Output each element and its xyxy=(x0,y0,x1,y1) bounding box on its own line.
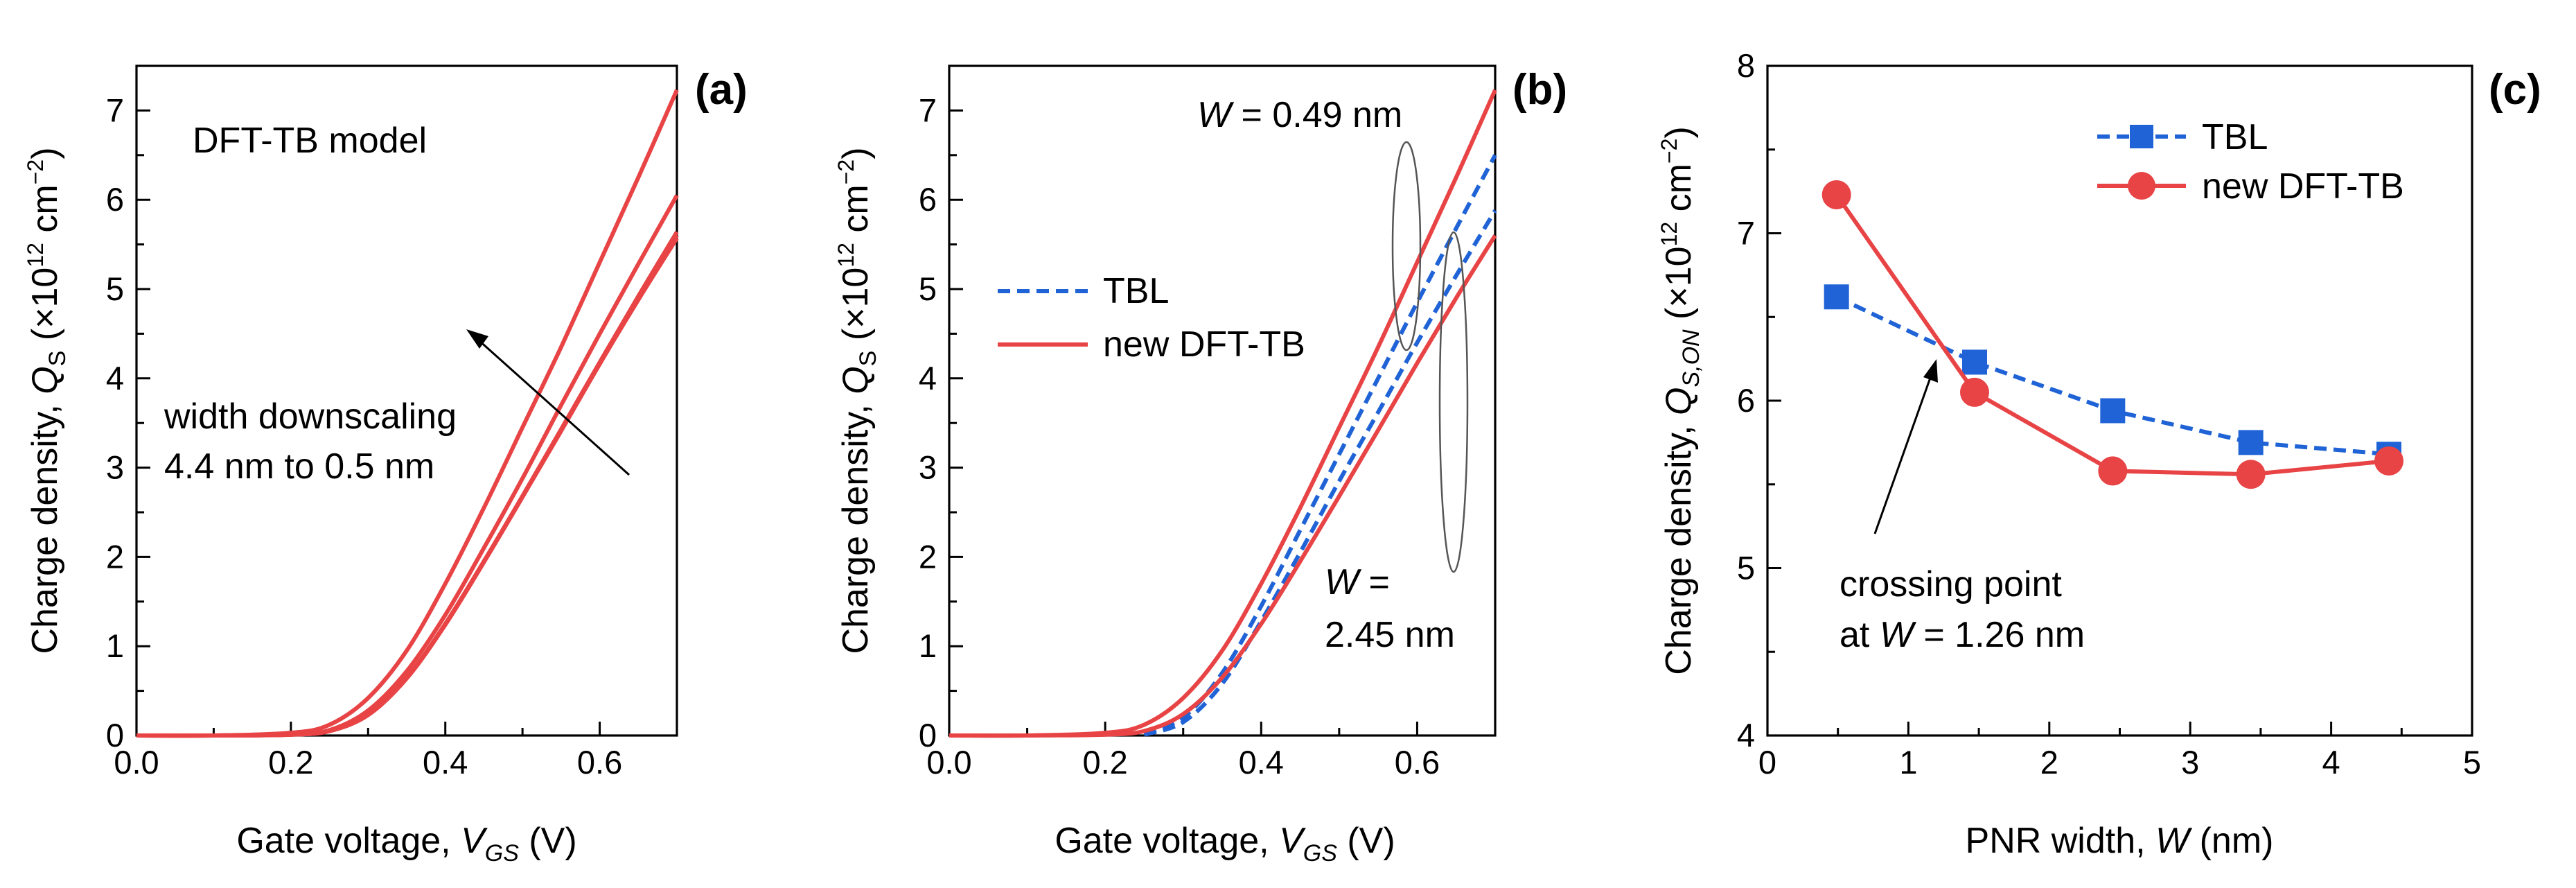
trend-arrow-line xyxy=(477,338,630,476)
legend-c: TBL new DFT-TB xyxy=(2097,117,2404,207)
x-tick-label-c: 4 xyxy=(2322,744,2340,781)
y-tick-label-b: 1 xyxy=(919,627,937,664)
y-tick-label-b: 3 xyxy=(919,449,937,486)
data-point-circle xyxy=(2236,460,2266,489)
series-line-a-4 xyxy=(136,231,679,738)
y-tick-label-a: 2 xyxy=(106,538,124,575)
x-tick-label-a: 0.4 xyxy=(423,744,468,781)
series-line-c-1 xyxy=(1835,193,2390,477)
crossing-arrow-head xyxy=(1923,359,1938,383)
w-large-value: 2.45 nm xyxy=(1325,615,1455,655)
panel-label-a: (a) xyxy=(695,66,748,114)
y-tick-label-a: 4 xyxy=(106,360,124,397)
series-line-a-3 xyxy=(136,237,679,738)
trend-annotation-line2: 4.4 nm to 0.5 nm xyxy=(164,446,434,487)
x-tick-label-c: 1 xyxy=(1899,744,1917,781)
plot-frame-a xyxy=(135,64,678,737)
crossing-annotation-line2: at W = 1.26 nm xyxy=(1840,615,2085,655)
y-tick-label-c: 8 xyxy=(1737,47,1755,84)
x-tick-label-a: 0.0 xyxy=(114,744,159,781)
ticks-a xyxy=(135,64,678,737)
x-tick-label-c: 0 xyxy=(1758,744,1776,781)
data-point-square xyxy=(2100,398,2126,424)
data-point-circle xyxy=(2374,446,2403,476)
labels-c: 0 1 2 3 4 5 4 5 6 7 8 xyxy=(1737,47,2481,781)
y-tick-label-a: 6 xyxy=(106,181,124,218)
y-tick-label-a: 5 xyxy=(106,270,124,307)
y-tick-label-b: 2 xyxy=(919,538,937,575)
x-tick-label-b: 0.4 xyxy=(1239,744,1284,781)
trend-annotation-line1: width downscaling xyxy=(164,397,457,437)
y-tick-label-a: 3 xyxy=(106,449,124,486)
x-tick-label-c: 3 xyxy=(2181,744,2199,781)
y-tick-label-c: 5 xyxy=(1737,550,1755,586)
w-small-annotation: W = 0.49 nm xyxy=(1197,95,1402,135)
y-tick-label-a: 0 xyxy=(106,717,124,754)
x-axis-label-c: PNR width, W (nm) xyxy=(1966,821,2274,861)
legend-marker-circle xyxy=(2128,172,2155,200)
y-tick-label-c: 4 xyxy=(1737,717,1755,754)
ticks-c xyxy=(1766,64,2473,737)
w-large-annotation: W = xyxy=(1325,562,1390,602)
x-tick-label-c: 2 xyxy=(2040,744,2058,781)
y-tick-label-c: 6 xyxy=(1737,382,1755,419)
panel-a: 0.0 0.2 0.4 0.6 0 1 2 3 4 5 6 7 Gate voltage, VGS (… xyxy=(23,64,748,867)
x-tick-label-b: 0.0 xyxy=(926,744,971,781)
y-tick-label-b: 5 xyxy=(919,270,937,307)
panel-label-c: (c) xyxy=(2489,66,2541,114)
x-tick-label-a: 0.6 xyxy=(577,744,622,781)
panel-b: 0.0 0.2 0.4 0.6 0 1 2 3 4 5 6 7 Gate voltage, VGS (… xyxy=(833,64,1567,867)
crossing-annotation-line1: crossing point xyxy=(1840,564,2062,604)
panel-c: 0 1 2 3 4 5 4 5 6 7 8 PNR width, W (nm) Charge den… xyxy=(1657,47,2541,861)
data-point-square xyxy=(1824,284,1849,310)
x-axis-label-a: Gate voltage, VGS (V) xyxy=(236,821,576,867)
x-axis-label-b: Gate voltage, VGS (V) xyxy=(1055,821,1395,867)
series-line-b-3 xyxy=(949,234,1497,738)
series-group-c xyxy=(1821,180,2403,489)
x-tick-label-a: 0.2 xyxy=(268,744,313,781)
y-tick-label-b: 7 xyxy=(919,92,937,128)
y-tick-label-b: 6 xyxy=(919,181,937,218)
y-tick-label-a: 1 xyxy=(106,627,124,664)
legend-label-dft-c: new DFT-TB xyxy=(2202,166,2404,207)
y-tick-label-b: 4 xyxy=(919,360,937,397)
legend-label-tbl-c: TBL xyxy=(2202,117,2268,157)
plot-frame-b xyxy=(948,64,1497,737)
y-axis-label-a: Charge density, QS (×1012 cm−2) xyxy=(23,147,71,654)
x-tick-label-b: 0.6 xyxy=(1395,744,1440,781)
series-line-c-0 xyxy=(1835,295,2390,457)
legend-label-dft: new DFT-TB xyxy=(1103,324,1305,365)
y-tick-label-a: 7 xyxy=(106,92,124,128)
ellipse-large-w xyxy=(1438,231,1469,573)
data-point-circle xyxy=(1821,180,1851,209)
x-tick-label-c: 5 xyxy=(2463,744,2481,781)
y-axis-label-b: Charge density, QS (×1012 cm−2) xyxy=(833,147,881,654)
legend-marker-square xyxy=(2130,125,2153,148)
ellipse-small-w xyxy=(1391,141,1422,351)
data-point-circle xyxy=(2098,456,2128,486)
labels-b: 0.0 0.2 0.4 0.6 0 1 2 3 4 5 6 7 xyxy=(919,92,1440,781)
x-tick-label-b: 0.2 xyxy=(1082,744,1127,781)
ticks-b xyxy=(948,64,1497,737)
trend-arrow-head xyxy=(466,329,488,349)
data-point-circle xyxy=(1959,377,1989,407)
model-annotation: DFT-TB model xyxy=(193,121,427,161)
legend-label-tbl: TBL xyxy=(1103,271,1169,311)
data-point-square xyxy=(2238,430,2264,455)
y-axis-label-c: Charge density, QS,ON (×1012 cm−2) xyxy=(1657,126,1704,675)
y-tick-label-c: 7 xyxy=(1737,215,1755,252)
labels-a: 0.0 0.2 0.4 0.6 0 1 2 3 4 5 6 7 xyxy=(106,92,622,781)
data-point-square xyxy=(1961,349,1987,375)
series-line-b-1 xyxy=(1143,209,1497,737)
y-tick-label-b: 0 xyxy=(919,717,937,754)
legend-b: TBL new DFT-TB xyxy=(998,271,1305,365)
crossing-arrow-line xyxy=(1873,377,1932,534)
series-group-a xyxy=(136,89,679,738)
panel-label-b: (b) xyxy=(1512,66,1567,114)
